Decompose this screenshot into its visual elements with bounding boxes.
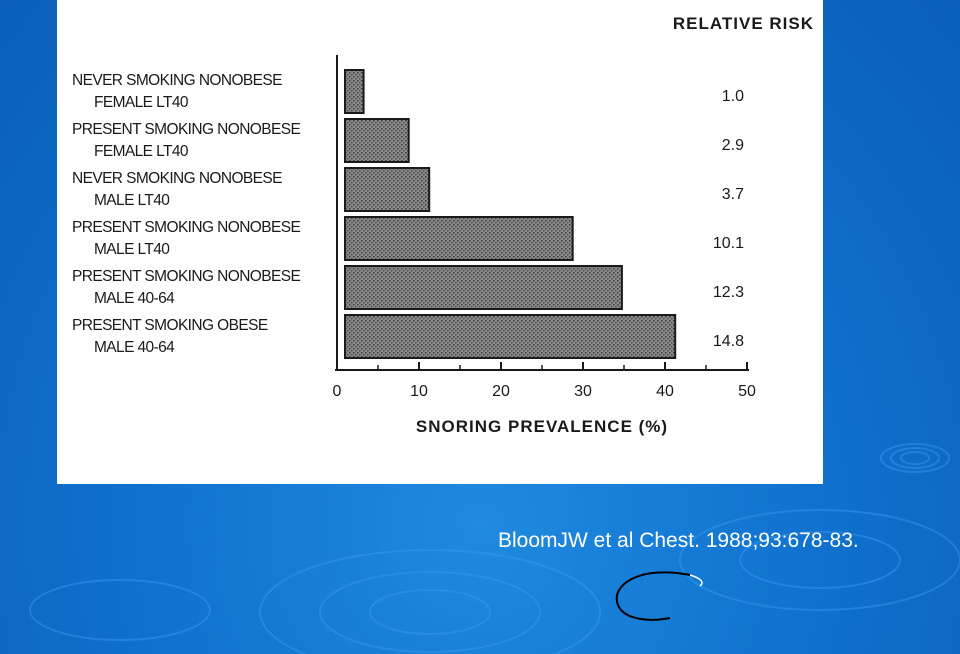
bar	[344, 265, 623, 310]
category-label: PRESENT SMOKING NONOBESE FEMALE LT40	[72, 121, 300, 160]
x-axis-title: SNORING PREVALENCE (%)	[416, 417, 668, 436]
category-label: NEVER SMOKING NONOBESE MALE LT40	[72, 170, 282, 209]
category-label: NEVER SMOKING NONOBESE FEMALE LT40	[72, 72, 282, 111]
snoring-prevalence-chart: RELATIVE RISK 0 10 20 30 40 50 NEVER SMOKING …	[72, 14, 814, 436]
x-tick-label: 50	[738, 383, 756, 400]
relative-risk-header: RELATIVE RISK	[673, 14, 814, 33]
category-label: PRESENT SMOKING NONOBESE MALE LT40	[72, 219, 300, 258]
relative-risk-value: 14.8	[713, 333, 744, 350]
category-label: PRESENT SMOKING NONOBESE MALE 40-64	[72, 268, 300, 307]
category-label: PRESENT SMOKING OBESE MALE 40-64	[72, 317, 268, 356]
relative-risk-value: 10.1	[713, 235, 744, 252]
relative-risk-value: 1.0	[722, 88, 744, 105]
x-tick-label: 40	[656, 383, 674, 400]
x-tick-label: 10	[410, 383, 428, 400]
relative-risk-value: 3.7	[722, 186, 744, 203]
swirl-decoration	[615, 571, 691, 621]
bar	[344, 216, 574, 261]
x-tick-label: 20	[492, 383, 510, 400]
bar	[344, 167, 431, 212]
bar	[344, 118, 410, 163]
bar	[344, 314, 677, 359]
bar	[344, 69, 365, 114]
relative-risk-value: 2.9	[722, 137, 744, 154]
x-tick-label: 0	[333, 383, 342, 400]
citation-text: BloomJW et al Chest. 1988;93:678-83.	[498, 529, 859, 552]
x-tick-label: 30	[574, 383, 592, 400]
relative-risk-value: 12.3	[713, 284, 744, 301]
figure-panel: RELATIVE RISK 0 10 20 30 40 50 NEVER SMOKING …	[57, 0, 823, 484]
